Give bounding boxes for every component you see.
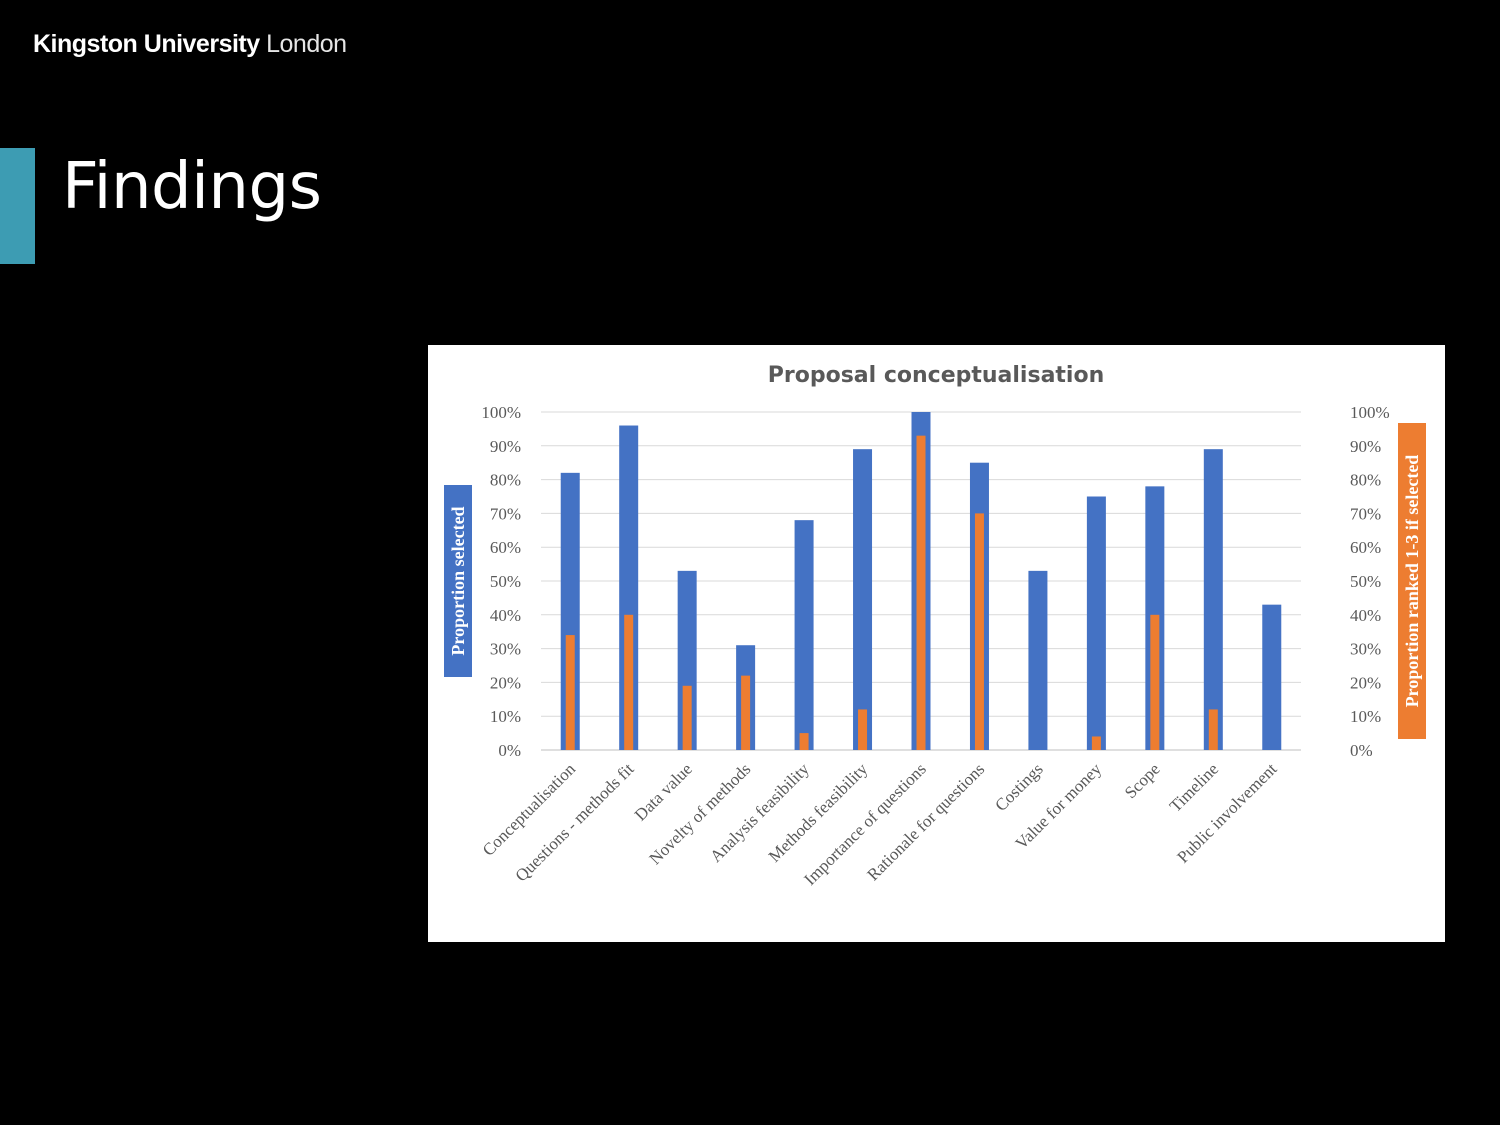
bar-proportion-selected [1086, 496, 1106, 750]
x-tick-label: Methods feasibility [765, 759, 872, 866]
bar-proportion-ranked [1150, 614, 1160, 750]
bar-proportion-ranked [799, 733, 809, 750]
chart-title: Proposal conceptualisation [768, 363, 1105, 388]
bar-proportion-selected [677, 570, 697, 750]
logo-bold-text: Kingston University [33, 30, 260, 58]
bar-proportion-ranked [624, 614, 634, 750]
y-tick-label: 40% [490, 606, 521, 625]
bar-proportion-ranked [1091, 736, 1101, 750]
x-tick-label: Public involvement [1173, 759, 1280, 866]
y2-tick-label: 80% [1350, 471, 1381, 490]
y-tick-label: 70% [490, 504, 521, 523]
y-tick-label: 50% [490, 572, 521, 591]
bar-proportion-selected [1262, 604, 1282, 750]
y2-tick-label: 50% [1350, 572, 1381, 591]
y2-axis-title-box [1398, 423, 1426, 739]
bar-proportion-ranked [741, 675, 751, 750]
y-tick-label: 10% [490, 707, 521, 726]
bar-proportion-selected [794, 520, 814, 750]
x-tick-label: Rationale for questions [863, 759, 988, 884]
y-tick-label: 100% [481, 403, 521, 422]
y2-axis-title-text: Proportion ranked 1-3 if selected [1402, 455, 1422, 708]
title-accent-bar [0, 148, 35, 264]
y-axis-title: Proportion selected [444, 485, 472, 677]
x-tick-label: Costings [991, 759, 1047, 815]
bar-proportion-selected [853, 449, 873, 750]
bar-proportion-selected [1203, 449, 1223, 750]
y2-tick-label: 100% [1350, 403, 1390, 422]
y-tick-label: 0% [498, 741, 521, 760]
y2-tick-label: 40% [1350, 606, 1381, 625]
bar-proportion-selected [1028, 570, 1048, 750]
y-tick-label: 90% [490, 437, 521, 456]
y2-tick-label: 70% [1350, 504, 1381, 523]
y-tick-label: 20% [490, 673, 521, 692]
logo-light-text: London [266, 30, 347, 58]
y2-tick-label: 60% [1350, 538, 1381, 557]
y-tick-label: 60% [490, 538, 521, 557]
bar-proportion-ranked [974, 513, 984, 750]
x-tick-label: Scope [1121, 759, 1164, 802]
y2-tick-label: 30% [1350, 640, 1381, 659]
bar-proportion-ranked [682, 685, 692, 750]
y2-tick-label: 0% [1350, 741, 1373, 760]
y2-tick-label: 20% [1350, 673, 1381, 692]
bar-proportion-ranked [1208, 709, 1218, 750]
x-tick-label: Questions - methods fit [512, 759, 638, 885]
y2-tick-label: 90% [1350, 437, 1381, 456]
x-tick-label: Timeline [1166, 759, 1222, 815]
chart-container: Proposal conceptualisation 0% 0% 10% 10% 20% 2… [428, 345, 1445, 942]
x-tick-label: Analysis feasibility [706, 759, 813, 866]
university-logo: Kingston University London [33, 30, 347, 59]
y-axis-title-text: Proportion selected [448, 506, 468, 655]
slide-title: Findings [62, 150, 322, 224]
y2-axis-title: Proportion ranked 1-3 if selected [1398, 423, 1426, 739]
bar-proportion-selected [560, 472, 580, 750]
bar-proportion-ranked [916, 435, 926, 750]
y-tick-label: 80% [490, 471, 521, 490]
bar-proportion-ranked [858, 709, 868, 750]
x-tick-label: Novelty of methods [646, 759, 755, 868]
y2-tick-label: 10% [1350, 707, 1381, 726]
bar-proportion-selected [619, 425, 639, 750]
bar-chart: Proposal conceptualisation 0% 0% 10% 10% 20% 2… [444, 363, 1426, 889]
y-tick-label: 30% [490, 640, 521, 659]
bar-proportion-ranked [565, 635, 575, 750]
y-axis-title-box [444, 485, 472, 677]
